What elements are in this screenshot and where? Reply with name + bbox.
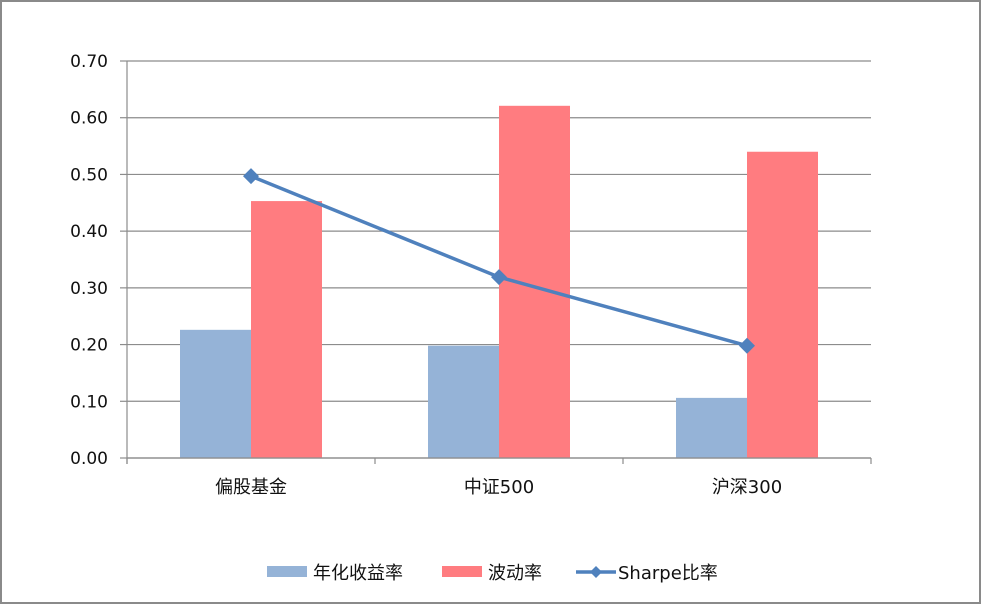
legend: 年化收益率 波动率 Sharpe比率 <box>267 563 718 584</box>
bar <box>428 345 499 458</box>
bar <box>499 105 570 458</box>
sharpe-line-series <box>243 168 755 354</box>
x-category-label: 偏股基金 <box>215 477 287 498</box>
y-tick-label: 0.50 <box>70 165 108 185</box>
y-tick-label: 0.10 <box>70 392 108 412</box>
legend-label: 年化收益率 <box>313 563 403 584</box>
y-tick-label: 0.20 <box>70 336 108 356</box>
diamond-icon <box>590 566 602 578</box>
bar <box>180 329 251 458</box>
bar <box>676 397 747 458</box>
bar <box>747 151 818 458</box>
bar-series <box>180 105 818 458</box>
y-tick-label: 0.70 <box>70 52 108 72</box>
bar <box>251 201 322 458</box>
legend-item: 年化收益率 <box>267 563 403 584</box>
y-tick-label: 0.30 <box>70 279 108 299</box>
legend-label: Sharpe比率 <box>618 563 718 584</box>
legend-swatch <box>267 566 307 577</box>
diamond-marker <box>739 337 755 354</box>
diamond-marker <box>243 168 259 185</box>
y-tick-label: 0.00 <box>70 449 108 469</box>
x-category-label: 沪深300 <box>712 477 782 498</box>
x-category-label: 中证500 <box>464 477 534 498</box>
x-axis: 偏股基金 中证500 沪深300 <box>126 457 872 498</box>
legend-label: 波动率 <box>488 563 542 584</box>
legend-item: Sharpe比率 <box>576 563 718 584</box>
diamond-marker <box>491 269 507 286</box>
y-tick-label: 0.60 <box>70 109 108 129</box>
legend-item: 波动率 <box>442 563 542 584</box>
legend-swatch <box>442 566 482 577</box>
y-tick-label: 0.40 <box>70 222 108 242</box>
y-axis: 0.00 0.10 0.20 0.30 0.40 0.50 0.60 0.70 <box>70 52 128 469</box>
